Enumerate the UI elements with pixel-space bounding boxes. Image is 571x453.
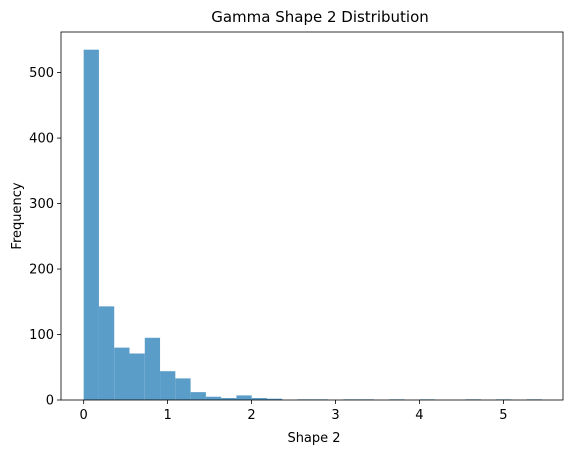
x-axis-label: Shape 2 [287,431,340,446]
y-axis-ticks: 0 100 200 300 400 500 [29,66,61,409]
histogram-bar [175,378,191,400]
x-axis-ticks: 0 1 2 3 4 5 [80,400,508,423]
plot-frame [60,31,564,401]
y-tick-label: 0 [46,394,54,409]
histogram-bar [160,371,176,400]
histogram-bar [114,347,130,400]
y-axis-label: Frequency [10,182,25,249]
histogram-bar [221,398,237,400]
histogram-bar [144,337,161,400]
x-tick-label: 3 [331,408,339,423]
x-tick-label: 2 [247,408,255,423]
histogram-bar [129,353,145,400]
histogram-bar [83,49,99,400]
y-tick-label: 100 [29,328,54,343]
y-tick-label: 300 [29,197,54,212]
y-tick-label: 400 [29,132,54,147]
bars-group [83,49,543,400]
x-tick-label: 5 [499,408,507,423]
x-tick-label: 0 [80,408,88,423]
y-tick-label: 200 [29,263,54,278]
y-tick-label: 500 [29,66,54,81]
histogram-bar [267,398,283,400]
histogram-bar [236,395,252,400]
histogram-bar [251,398,268,400]
x-tick-label: 4 [415,408,423,423]
histogram-bar [98,306,115,400]
histogram-bar [190,392,206,400]
x-tick-label: 1 [163,408,171,423]
histogram-bar [205,396,222,400]
chart-title: Gamma Shape 2 Distribution [211,8,429,26]
